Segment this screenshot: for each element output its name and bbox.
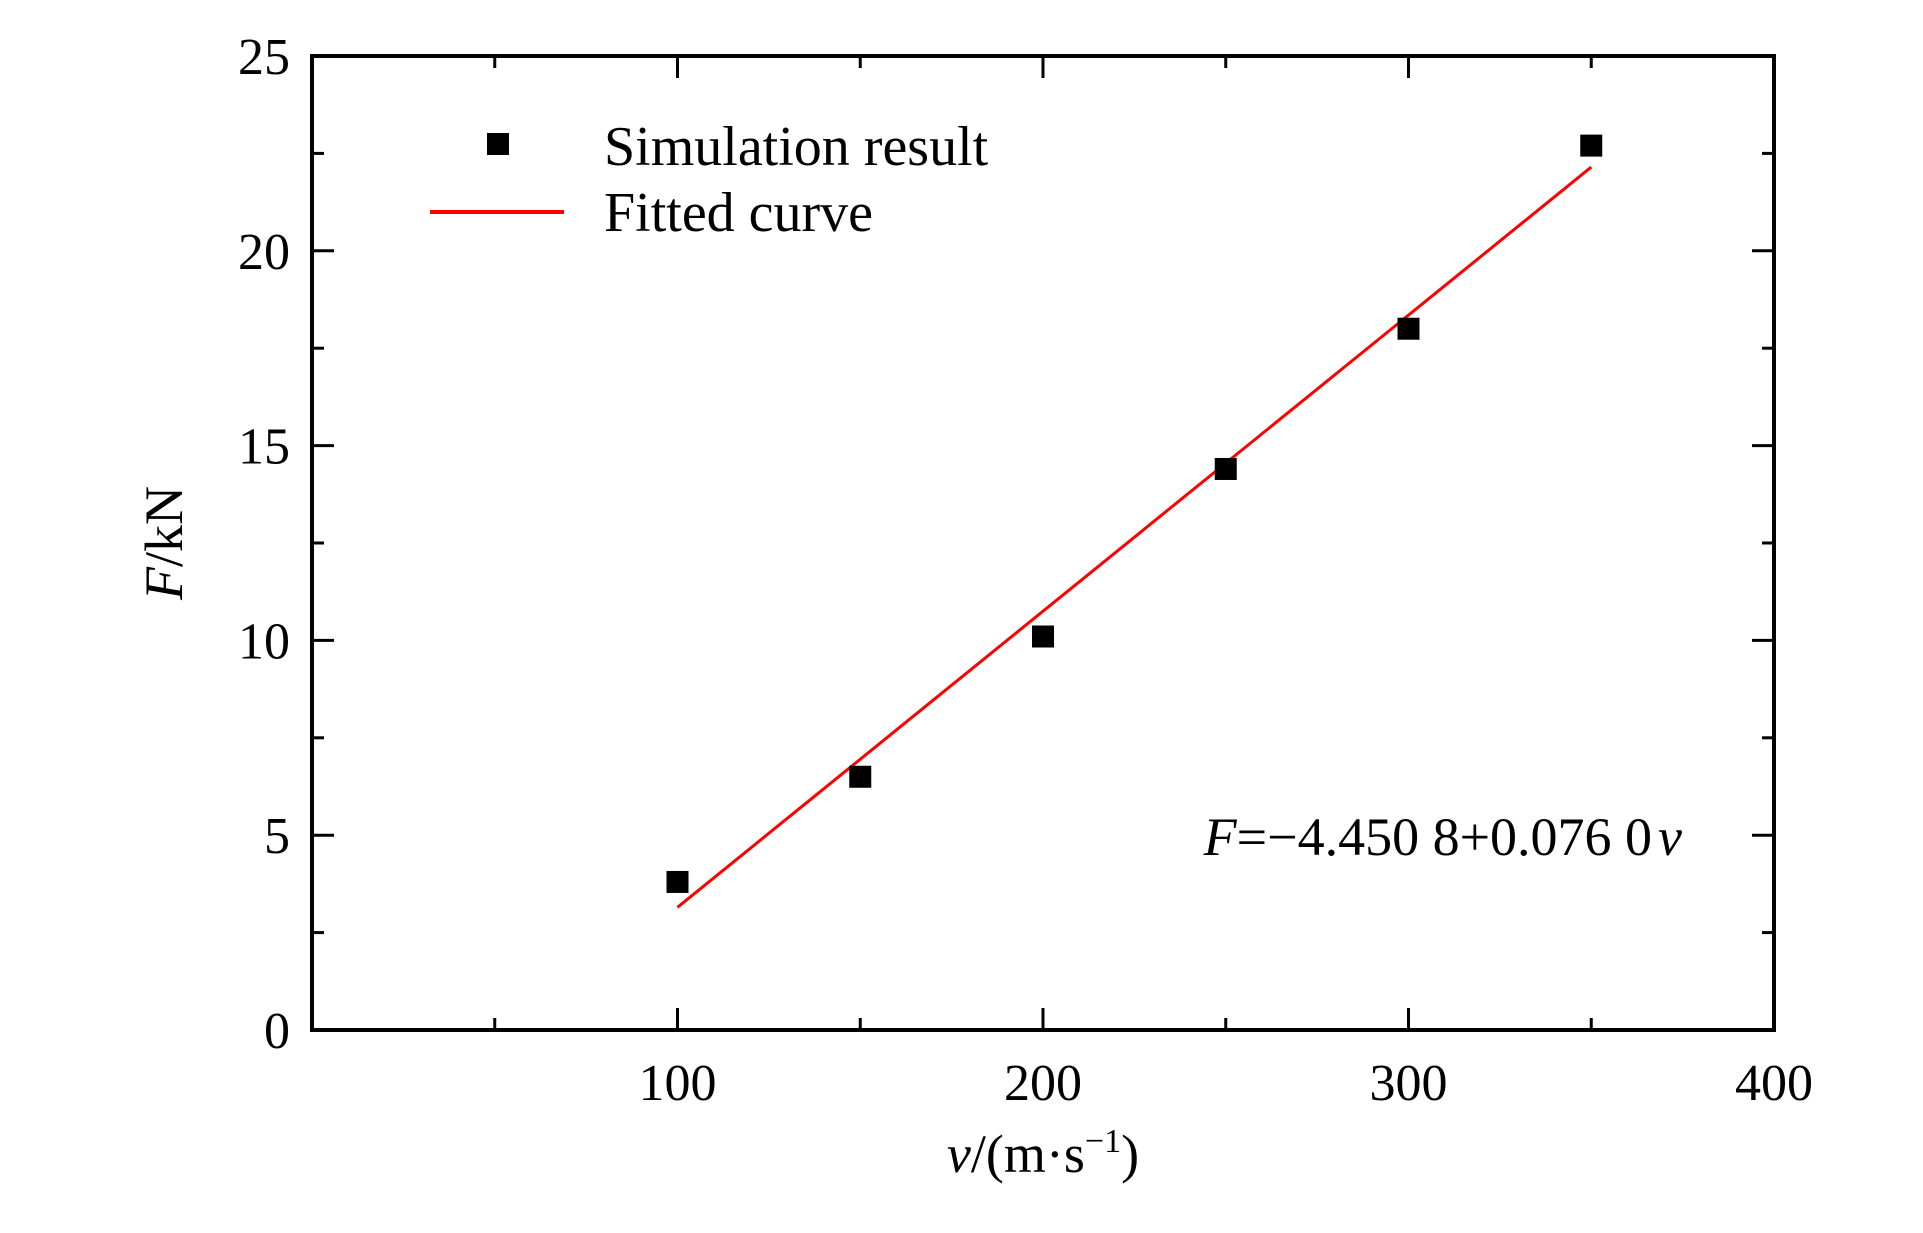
y-tick-label: 0 — [264, 1003, 290, 1060]
y-tick-label: 25 — [238, 29, 290, 86]
y-tick-label: 10 — [238, 613, 290, 670]
legend: Simulation result Fitted curve — [430, 116, 989, 244]
x-tick-label: 200 — [1004, 1055, 1082, 1112]
data-point — [1397, 317, 1420, 340]
x-tick-label: 400 — [1735, 1055, 1813, 1112]
data-point — [849, 765, 872, 788]
data-point — [666, 870, 689, 893]
legend-label-simulation: Simulation result — [604, 116, 989, 178]
y-tick-label: 5 — [264, 808, 290, 865]
legend-label-fitted: Fitted curve — [604, 182, 873, 244]
x-tick-label: 300 — [1370, 1055, 1448, 1112]
plot-area — [666, 134, 1603, 909]
tick-labels: 100 200 300 400 0 5 10 15 20 25 — [238, 29, 1813, 1112]
y-tick-label: 15 — [238, 419, 290, 476]
plot-frame — [310, 54, 1776, 1032]
x-tick-label: 100 — [639, 1055, 717, 1112]
y-tick-label: 20 — [238, 224, 290, 281]
axis-ticks — [312, 56, 1774, 1030]
data-point — [1032, 625, 1054, 648]
data-point — [1580, 134, 1603, 157]
fitted-curve-line — [676, 165, 1593, 909]
data-point — [1214, 457, 1237, 480]
x-axis-label: v/(m·s−1) — [947, 1123, 1139, 1184]
legend-marker-square — [487, 133, 509, 155]
y-axis-label: F/kN — [134, 486, 194, 601]
